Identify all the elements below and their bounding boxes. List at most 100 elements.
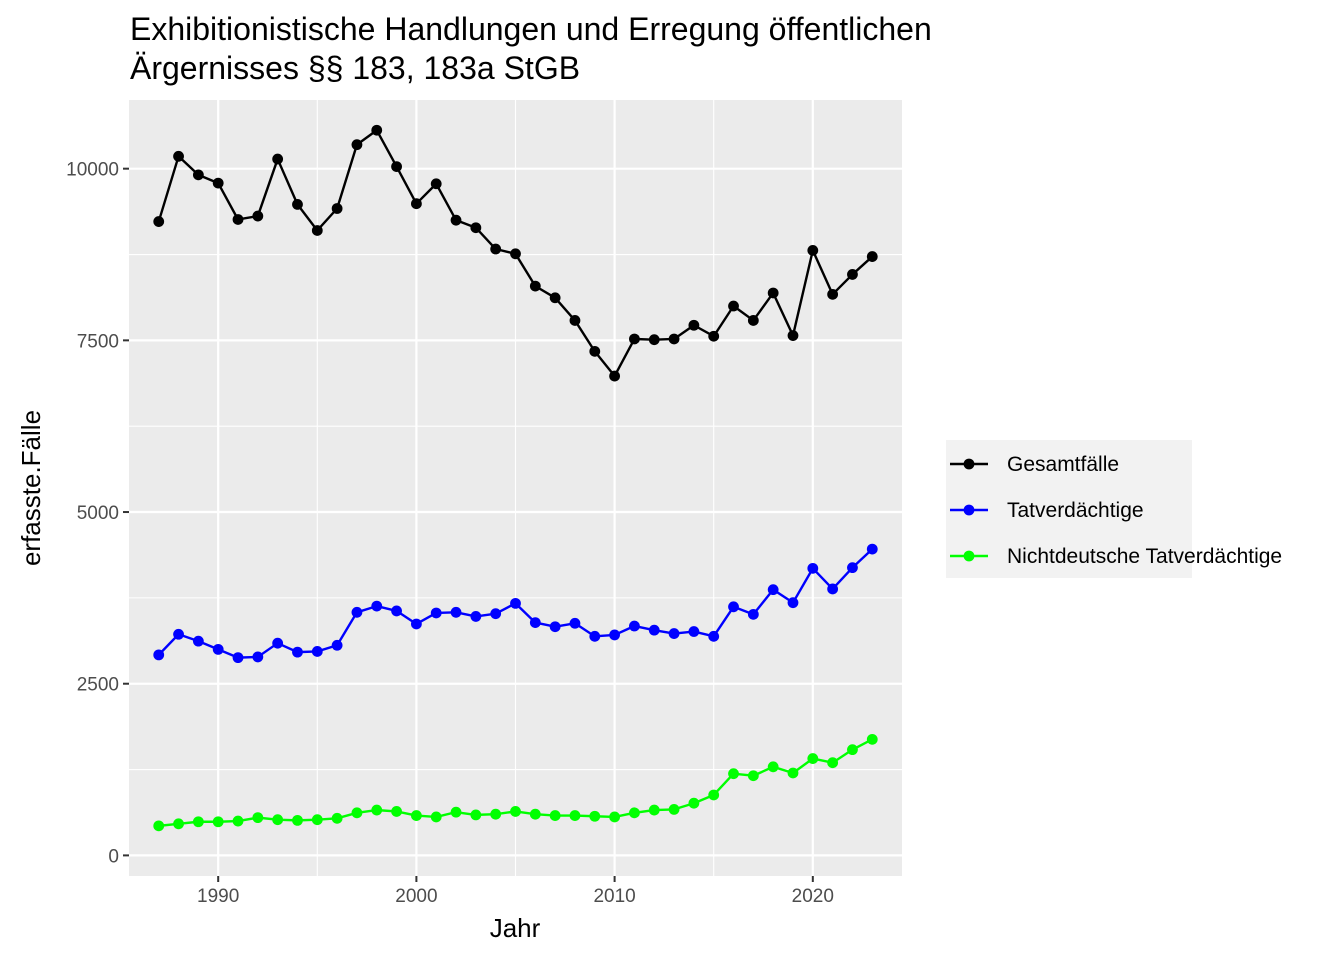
data-point — [192, 169, 204, 181]
data-point — [589, 630, 601, 642]
data-point — [747, 608, 759, 620]
data-point — [787, 767, 799, 779]
data-point — [767, 761, 779, 773]
data-point — [311, 814, 323, 826]
legend-key-point — [963, 458, 975, 470]
data-point — [648, 334, 660, 346]
legend-label: Nichtdeutsche Tatverdächtige — [1007, 545, 1282, 568]
data-point — [747, 315, 759, 326]
data-point — [529, 617, 541, 628]
x-axis: 1990 2000 2010 2020 — [197, 876, 834, 907]
chart-title-line-2: Ärgernisses §§ 183, 183a StGB — [130, 50, 580, 86]
data-point — [371, 124, 383, 136]
data-point — [747, 770, 759, 782]
data-point — [728, 768, 739, 780]
data-point — [252, 651, 264, 663]
legend-label: Tatverdächtige — [1007, 499, 1144, 522]
data-point — [866, 543, 878, 555]
y-axis-title: erfasste.Fälle — [16, 410, 46, 566]
grid-major — [129, 100, 902, 876]
data-point — [153, 820, 165, 832]
data-point — [192, 816, 204, 828]
data-point — [331, 639, 343, 651]
data-point — [192, 635, 204, 647]
data-point — [391, 161, 402, 173]
data-point — [648, 804, 660, 816]
x-tick-label: 1990 — [197, 886, 239, 907]
legend-item-3: Nichtdeutsche Tatverdächtige — [950, 545, 1282, 568]
data-point — [212, 177, 224, 189]
series-1 — [153, 124, 878, 382]
data-point — [510, 806, 521, 817]
data-point — [549, 292, 561, 304]
data-point — [252, 812, 264, 824]
data-point — [371, 600, 383, 612]
y-axis: 0 2500 5000 7500 10000 — [66, 160, 129, 867]
x-tick-label: 2020 — [792, 886, 834, 907]
data-point — [847, 269, 858, 280]
data-point — [827, 288, 839, 300]
data-point — [827, 757, 839, 769]
data-point — [629, 620, 640, 632]
data-point — [708, 630, 720, 642]
data-point — [331, 203, 343, 214]
data-point — [292, 646, 303, 658]
data-point — [212, 816, 224, 828]
data-point — [866, 251, 878, 262]
data-point — [490, 608, 502, 620]
data-point — [767, 584, 779, 596]
data-point — [450, 214, 462, 226]
data-point — [410, 198, 422, 210]
data-point — [807, 562, 819, 574]
y-tick-label: 10000 — [66, 160, 119, 181]
data-point — [549, 810, 561, 821]
data-point — [807, 244, 819, 256]
data-point — [787, 597, 799, 609]
data-point — [866, 733, 878, 745]
data-point — [827, 583, 839, 595]
data-point — [351, 606, 363, 618]
data-point — [272, 814, 284, 826]
data-point — [668, 803, 680, 815]
data-point — [589, 810, 601, 822]
data-point — [470, 809, 482, 821]
data-point — [510, 597, 521, 609]
series-layer — [153, 124, 878, 832]
data-point — [232, 815, 244, 827]
data-point — [252, 210, 264, 222]
x-tick-label: 2000 — [395, 886, 437, 907]
data-point — [708, 789, 720, 801]
data-point — [490, 243, 502, 255]
data-point — [609, 629, 621, 641]
data-point — [232, 652, 244, 664]
data-point — [767, 287, 779, 299]
data-point — [410, 810, 422, 821]
data-point — [331, 812, 343, 824]
data-point — [847, 744, 858, 756]
x-axis-title: Jahr — [490, 913, 541, 943]
data-point — [708, 330, 720, 342]
data-point — [728, 601, 739, 613]
data-point — [728, 300, 739, 312]
data-point — [391, 605, 402, 617]
series-3 — [153, 733, 878, 832]
legend-label: Gesamtfälle — [1007, 453, 1119, 476]
data-point — [688, 319, 700, 331]
data-point — [410, 618, 422, 630]
y-tick-label: 5000 — [77, 503, 119, 524]
data-point — [292, 814, 303, 826]
data-point — [569, 810, 581, 821]
data-point — [510, 248, 521, 260]
data-point — [430, 178, 442, 190]
data-point — [529, 280, 541, 292]
data-point — [173, 818, 184, 830]
data-point — [470, 611, 482, 622]
data-point — [450, 606, 462, 618]
data-point — [311, 646, 323, 657]
data-point — [470, 222, 482, 234]
legend-item-1: Gesamtfälle — [950, 453, 1119, 476]
data-point — [529, 808, 541, 820]
data-point — [153, 649, 165, 661]
y-tick-label: 2500 — [77, 675, 119, 696]
